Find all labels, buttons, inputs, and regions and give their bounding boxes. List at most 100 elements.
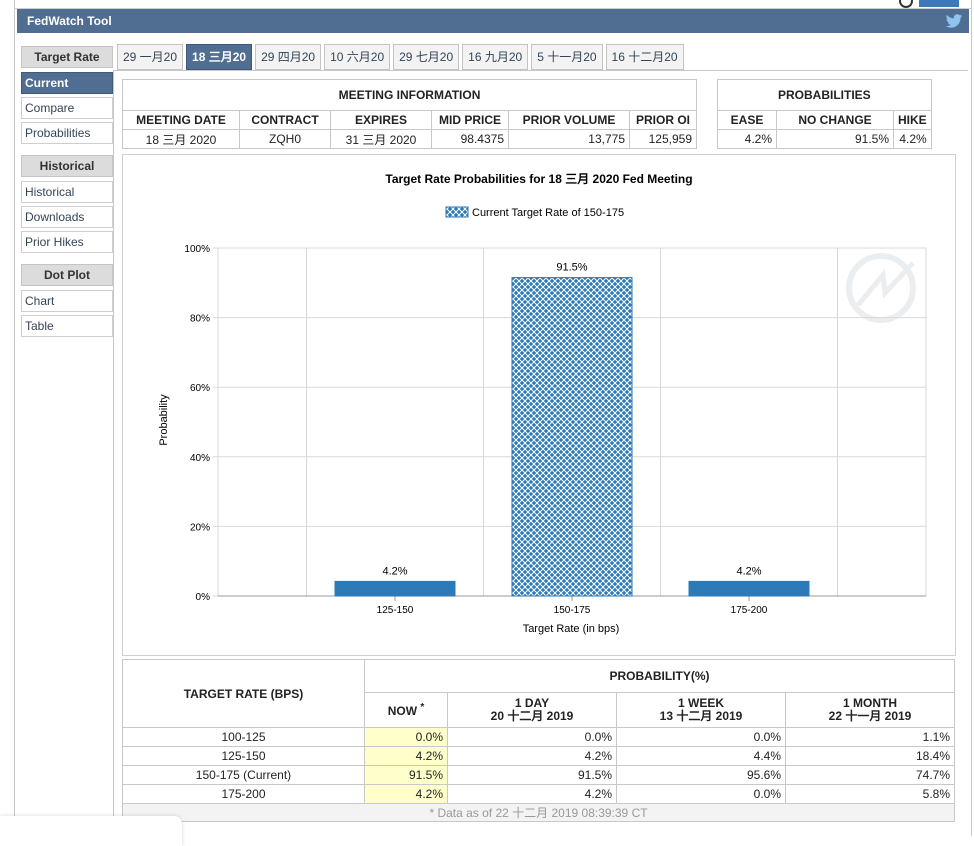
probability-cell: 74.7% bbox=[785, 765, 955, 785]
meeting-tabs: 29 一月20 18 三月20 29 四月20 10 六月20 29 七月20 … bbox=[117, 44, 687, 70]
bar-data-label: 4.2% bbox=[736, 565, 761, 577]
cell-expires: 31 三月 2020 bbox=[330, 129, 432, 149]
probability-header: PROBABILITY(%) bbox=[364, 659, 955, 693]
tab-meeting-1[interactable]: 29 一月20 bbox=[117, 44, 184, 70]
sidebar-item-table[interactable]: Table bbox=[21, 315, 113, 337]
probability-cell: 91.5% bbox=[447, 765, 617, 785]
col-1-week-label: 1 WEEK bbox=[677, 696, 724, 710]
table-row: 100-125 0.0% 0.0% 0.0% 1.1% bbox=[122, 727, 955, 747]
probability-cell: 4.2% bbox=[364, 784, 448, 804]
tab-meeting-2[interactable]: 18 三月20 bbox=[186, 44, 253, 70]
sidebar-item-prior-hikes[interactable]: Prior Hikes bbox=[21, 231, 113, 253]
cell-prior-oi: 125,959 bbox=[629, 129, 697, 149]
probability-chart: Target Rate Probabilities for 18 三月 2020… bbox=[158, 172, 927, 635]
app-frame: FedWatch Tool Target Rate Current Compar… bbox=[14, 0, 972, 837]
data-timestamp-footnote: * Data as of 22 十二月 2019 08:39:39 CT bbox=[122, 803, 955, 822]
probability-cell: 95.6% bbox=[616, 765, 786, 785]
table-row: 125-150 4.2% 4.2% 4.4% 18.4% bbox=[122, 746, 955, 766]
col-1-day-label: 1 DAY bbox=[514, 696, 550, 710]
probability-cell: 91.5% bbox=[364, 765, 448, 785]
tab-meeting-6[interactable]: 16 九月20 bbox=[462, 44, 529, 70]
col-meeting-date: MEETING DATE bbox=[122, 110, 240, 130]
settings-icon[interactable] bbox=[899, 0, 913, 8]
col-1-day-date: 20 十二月 2019 bbox=[490, 709, 574, 723]
col-1-month-label: 1 MONTH bbox=[843, 696, 897, 710]
top-strip bbox=[15, 0, 971, 9]
sidebar-section-dot-plot: Dot Plot bbox=[21, 264, 113, 286]
bar-data-label: 4.2% bbox=[382, 565, 407, 577]
col-contract: CONTRACT bbox=[239, 110, 331, 130]
probability-cell: 18.4% bbox=[785, 746, 955, 766]
probability-cell: 0.0% bbox=[616, 784, 786, 804]
sidebar-item-historical[interactable]: Historical bbox=[21, 181, 113, 203]
probabilities-table: PROBABILITIES EASE NO CHANGE HIKE 4.2% 9… bbox=[717, 79, 932, 149]
twitter-icon[interactable] bbox=[945, 12, 963, 30]
cell-prior-volume: 13,775 bbox=[508, 129, 630, 149]
bar-150-175[interactable] bbox=[511, 277, 633, 597]
y-tick-label: 60% bbox=[190, 383, 210, 394]
now-footnote-mark: * bbox=[420, 702, 425, 713]
target-rate-cell: 175-200 bbox=[122, 784, 365, 804]
col-1-day: 1 DAY 20 十二月 2019 bbox=[447, 692, 617, 728]
probabilities-header: PROBABILITIES bbox=[717, 79, 932, 111]
probability-cell: 1.1% bbox=[785, 727, 955, 747]
y-axis-label: Probability bbox=[158, 394, 170, 446]
col-now: NOW * bbox=[364, 692, 448, 728]
sidebar-section-target-rate: Target Rate bbox=[21, 46, 113, 68]
menu-button[interactable] bbox=[919, 0, 959, 7]
bar-175-200[interactable] bbox=[688, 580, 810, 597]
sidebar: Target Rate Current Compare Probabilitie… bbox=[21, 46, 113, 340]
bar-data-label: 91.5% bbox=[556, 262, 587, 274]
meeting-info-header: MEETING INFORMATION bbox=[122, 79, 697, 111]
watermark-logo-icon bbox=[846, 253, 916, 323]
sidebar-item-chart[interactable]: Chart bbox=[21, 290, 113, 312]
cell-ease: 4.2% bbox=[717, 129, 777, 149]
cell-hike: 4.2% bbox=[893, 129, 932, 149]
tab-meeting-3[interactable]: 29 四月20 bbox=[255, 44, 322, 70]
col-mid-price: MID PRICE bbox=[431, 110, 509, 130]
y-tick-label: 80% bbox=[190, 314, 210, 325]
y-tick-label: 0% bbox=[196, 592, 211, 603]
cell-no-change: 91.5% bbox=[776, 129, 894, 149]
target-rate-cell: 125-150 bbox=[122, 746, 365, 766]
meeting-info-table: MEETING INFORMATION MEETING DATE CONTRAC… bbox=[122, 79, 697, 149]
tab-meeting-5[interactable]: 29 七月20 bbox=[393, 44, 460, 70]
col-now-label: NOW bbox=[387, 704, 418, 718]
col-ease: EASE bbox=[717, 110, 777, 130]
table-row: 150-175 (Current) 91.5% 91.5% 95.6% 74.7% bbox=[122, 765, 955, 785]
main-content: 29 一月20 18 三月20 29 四月20 10 六月20 29 七月20 … bbox=[113, 40, 969, 837]
cell-contract: ZQH0 bbox=[239, 129, 331, 149]
col-hike: HIKE bbox=[893, 110, 932, 130]
app-title: FedWatch Tool bbox=[27, 14, 112, 28]
target-rate-cell: 150-175 (Current) bbox=[122, 765, 365, 785]
bottom-left-overlay bbox=[0, 816, 182, 846]
probability-cell: 4.4% bbox=[616, 746, 786, 766]
sidebar-item-current[interactable]: Current bbox=[21, 72, 113, 94]
chart-container: Target Rate Probabilities for 18 三月 2020… bbox=[122, 154, 956, 656]
legend-swatch bbox=[445, 206, 469, 218]
sidebar-item-downloads[interactable]: Downloads bbox=[21, 206, 113, 228]
probability-cell: 5.8% bbox=[785, 784, 955, 804]
title-bar: FedWatch Tool bbox=[17, 9, 969, 33]
probability-table: TARGET RATE (BPS) PROBABILITY(%) NOW * 1… bbox=[122, 659, 955, 822]
col-1-month: 1 MONTH 22 十一月 2019 bbox=[785, 692, 955, 728]
tab-meeting-4[interactable]: 10 六月20 bbox=[324, 44, 391, 70]
cell-mid-price: 98.4375 bbox=[431, 129, 509, 149]
x-axis-label: Target Rate (in bps) bbox=[523, 623, 620, 635]
tab-meeting-7[interactable]: 5 十一月20 bbox=[531, 44, 603, 70]
col-1-month-date: 22 十一月 2019 bbox=[828, 709, 912, 723]
content-panel: MEETING INFORMATION MEETING DATE CONTRAC… bbox=[113, 70, 968, 837]
probability-cell: 0.0% bbox=[364, 727, 448, 747]
chart-title: Target Rate Probabilities for 18 三月 2020… bbox=[385, 172, 692, 186]
probability-cell: 4.2% bbox=[364, 746, 448, 766]
x-tick-label: 150-175 bbox=[554, 605, 591, 616]
probability-cell: 4.2% bbox=[447, 746, 617, 766]
sidebar-section-historical: Historical bbox=[21, 155, 113, 177]
sidebar-item-compare[interactable]: Compare bbox=[21, 97, 113, 119]
tab-meeting-8[interactable]: 16 十二月20 bbox=[605, 44, 684, 70]
x-tick-label: 125-150 bbox=[377, 605, 414, 616]
bar-125-150[interactable] bbox=[334, 580, 456, 597]
sidebar-item-probabilities[interactable]: Probabilities bbox=[21, 122, 113, 144]
probability-cell: 4.2% bbox=[447, 784, 617, 804]
probability-cell: 0.0% bbox=[616, 727, 786, 747]
